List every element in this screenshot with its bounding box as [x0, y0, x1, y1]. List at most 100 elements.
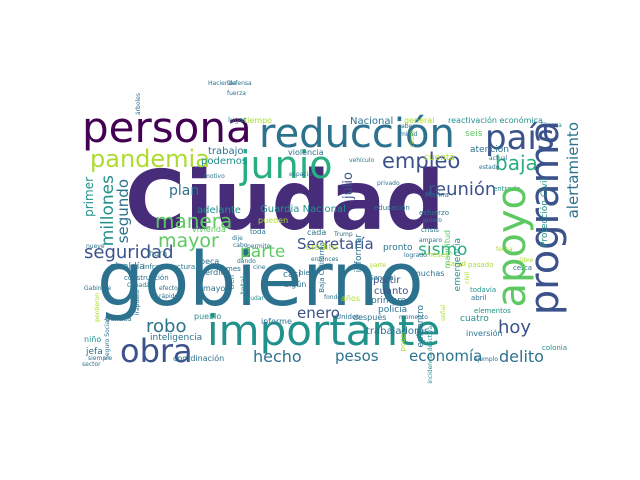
word-cloud-word: espacia: [289, 171, 312, 178]
word-cloud-word: pandemia: [90, 145, 210, 173]
word-cloud-word: elementos: [474, 307, 511, 315]
word-cloud-word: primero: [371, 296, 407, 306]
word-cloud-word: mitad: [400, 131, 418, 138]
word-cloud-word: árboles: [135, 93, 142, 116]
word-cloud-word: pueden: [258, 216, 289, 225]
word-cloud-word: pronto: [383, 243, 413, 253]
word-cloud-word: Canadá: [127, 282, 150, 289]
word-cloud-word: meses: [426, 251, 449, 259]
word-cloud-word: magnitud: [443, 230, 452, 269]
word-cloud-word: mayo: [203, 284, 226, 293]
word-cloud-word: privado: [377, 180, 400, 187]
word-cloud-word: dije: [232, 235, 243, 242]
word-cloud-word: Ciudad: [125, 154, 445, 249]
word-cloud-word: seis: [465, 129, 483, 139]
word-cloud-word: lugar: [228, 116, 246, 124]
word-cloud-word: hoy: [498, 317, 532, 338]
word-cloud-word: muchas: [413, 269, 445, 278]
word-cloud-word: beca: [200, 257, 220, 266]
word-cloud-word: informe: [261, 317, 292, 326]
word-cloud-word: esfuerzo: [419, 209, 449, 217]
word-cloud-word: cabo: [233, 242, 248, 249]
word-cloud-word: amparo: [419, 237, 443, 244]
word-cloud-word: mes: [226, 265, 241, 273]
word-cloud-word: siempre: [88, 355, 113, 362]
word-cloud-word: reunión: [428, 179, 497, 200]
word-cloud-word: poder: [399, 331, 407, 352]
word-cloud-word: tren: [228, 275, 236, 290]
word-cloud-word: incidencia delictiva: [427, 326, 434, 384]
word-cloud-word: enero: [297, 304, 340, 322]
word-cloud-word: Tijuana: [540, 122, 562, 129]
word-cloud-word: Defensa: [227, 80, 252, 87]
word-cloud-word: delito: [499, 347, 544, 366]
word-cloud-word: bien: [299, 269, 315, 277]
word-cloud-word: Baja California: [318, 242, 326, 293]
word-cloud-word: sector: [82, 361, 101, 368]
word-cloud-word: Seguro Social: [104, 319, 111, 360]
word-cloud-word: cada: [307, 228, 327, 237]
word-cloud-word: rápido: [159, 293, 179, 300]
word-cloud-word: atención: [470, 145, 509, 155]
word-cloud-word: actual: [489, 155, 508, 162]
word-cloud-word: pesos: [335, 347, 379, 365]
word-cloud-word: entonces: [311, 256, 339, 263]
word-cloud-word: cuatro: [460, 314, 489, 324]
word-cloud-word: sabes: [398, 123, 416, 130]
word-cloud-word: Unidos: [336, 313, 360, 321]
word-cloud-word: total: [239, 276, 248, 295]
word-cloud-word: Irapuato: [134, 290, 141, 316]
word-cloud-word: causa: [409, 130, 416, 148]
word-cloud-word: construcción: [124, 274, 169, 282]
word-cloud-word: reducción: [259, 111, 455, 157]
word-cloud-word: pérdida: [200, 268, 231, 277]
word-cloud-word: Protección Civil: [540, 178, 550, 247]
word-cloud-word: sismo: [418, 240, 468, 260]
word-cloud-word: casi: [283, 270, 301, 280]
word-cloud-word: plan: [169, 183, 200, 199]
word-cloud-word: cine: [253, 264, 266, 271]
word-cloud-word: entrada: [493, 185, 521, 193]
word-cloud-word: fecha: [496, 246, 513, 253]
word-cloud-word: toda: [250, 228, 266, 236]
word-cloud-word: alcaldía: [110, 262, 145, 272]
word-cloud-word: crédito: [306, 243, 338, 253]
word-cloud-word: seguridad: [84, 242, 174, 263]
word-cloud-word: Gabinete: [84, 285, 112, 292]
word-cloud-word: abril: [471, 294, 487, 302]
word-cloud-word: parte: [240, 242, 286, 262]
word-cloud-word: Secretaría: [297, 235, 374, 253]
word-cloud-word: estado: [479, 164, 500, 171]
word-cloud-word: hecho: [253, 347, 302, 366]
word-cloud-word: persona: [82, 103, 252, 152]
word-cloud-word: informar: [354, 234, 364, 273]
word-cloud-word: inteligencia: [150, 333, 203, 343]
word-cloud-word: inversión: [466, 329, 503, 338]
word-cloud-word: obra: [120, 332, 193, 370]
word-cloud-word: epicentro: [416, 305, 426, 348]
word-cloud-word: policía: [378, 305, 408, 315]
word-cloud-word: Oaxaca: [105, 315, 132, 323]
word-cloud-word: salud: [447, 260, 466, 268]
word-cloud-word: educación: [374, 204, 410, 212]
word-cloud-word: quiero: [423, 217, 442, 224]
word-cloud-word: cuanto: [374, 286, 409, 297]
word-cloud-word: infraestructura: [143, 263, 196, 271]
word-cloud-word: baja: [495, 151, 538, 175]
word-cloud-word: podemos: [201, 156, 248, 167]
word-cloud-word: crisis: [421, 226, 439, 234]
word-cloud-word: nueve: [86, 243, 105, 250]
word-cloud-word: ejemplo: [474, 356, 499, 363]
word-cloud-word: tiempo: [244, 116, 273, 125]
word-cloud-word: primer: [82, 177, 96, 217]
word-cloud-word: fondo: [324, 294, 342, 301]
word-cloud-word: Hacienda: [208, 80, 237, 87]
word-cloud-word: trabajadores: [366, 326, 430, 337]
word-cloud-word: Trump: [334, 231, 353, 238]
word-cloud-word: motivo: [204, 173, 225, 180]
word-cloud-word: años: [341, 294, 361, 303]
word-cloud-word: economía: [409, 347, 483, 365]
word-cloud-word: coordinación: [173, 354, 225, 363]
word-cloud-word: Nacional: [350, 116, 394, 127]
